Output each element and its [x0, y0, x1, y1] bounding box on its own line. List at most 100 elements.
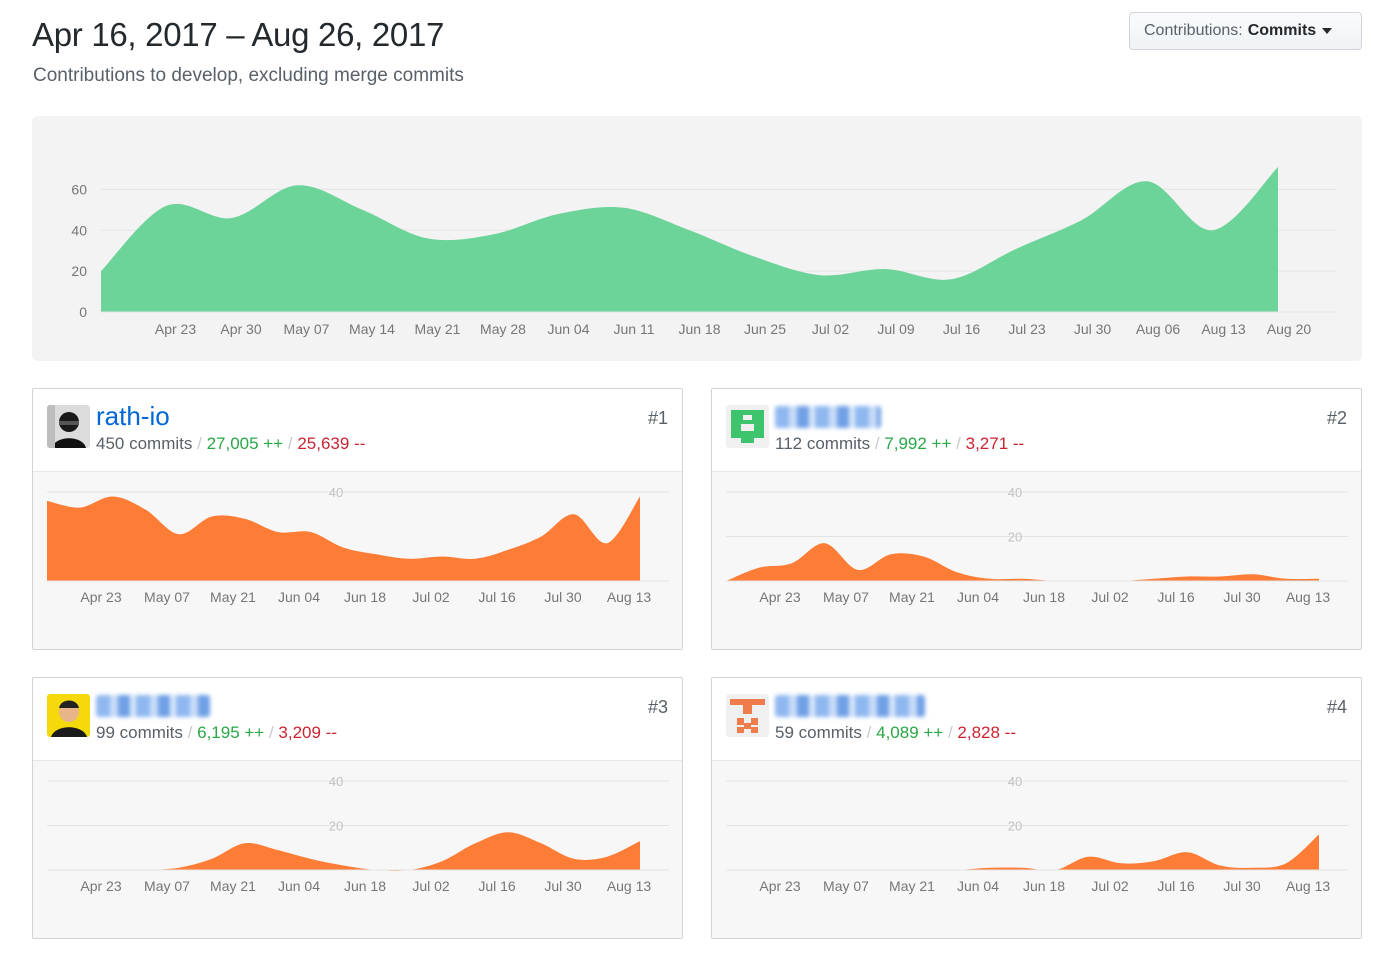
commit-count[interactable]: 99 commits: [96, 723, 183, 742]
contributor-card-2: 112 commits / 7,992 ++ / 3,271 -- #2 40 2…: [711, 388, 1362, 650]
x-tick-label: May 07: [823, 878, 869, 894]
contributor-card-3: 99 commits / 6,195 ++ / 3,209 -- #3 40 20…: [32, 677, 683, 939]
contributor-card-header: 59 commits / 4,089 ++ / 2,828 -- #4: [712, 678, 1361, 761]
x-tick-label: Jul 16: [1157, 878, 1195, 894]
additions-count: 7,992 ++: [884, 434, 952, 453]
blurred-username[interactable]: [96, 695, 210, 717]
y-tick-label: 40: [1008, 774, 1022, 789]
x-tick-label: Jun 18: [1023, 878, 1065, 894]
x-tick-label: Aug 13: [1201, 321, 1246, 337]
commits-area-series[interactable]: [101, 167, 1278, 312]
x-tick-label: Jun 04: [957, 589, 999, 605]
x-tick-label: May 21: [889, 589, 935, 605]
commit-count[interactable]: 59 commits: [775, 723, 862, 742]
commits-area-series[interactable]: [726, 834, 1319, 871]
contributor-commits-chart: 40 20 Apr 23 May 07 May 21 Jun 04 Jun 18 Jul 02…: [47, 774, 669, 894]
contributor-rank: #4: [1326, 697, 1347, 717]
y-tick-label: 40: [329, 774, 343, 789]
caret-down-icon: [1322, 28, 1333, 34]
x-tick-label: Jul 23: [1008, 321, 1046, 337]
contributor-chart-area: 40 Apr 23 May 07 May 21 Jun 04 Jun 18 Jul 02 Ju…: [33, 472, 682, 649]
contributions-type-dropdown[interactable]: Contributions: Commits: [1129, 12, 1362, 50]
x-tick-label: May 21: [210, 878, 256, 894]
x-tick-label: Jul 16: [478, 878, 516, 894]
contributor-chart-area: 40 20 Apr 23 May 07 May 21 Jun 04 Jun 18 Jul 02…: [712, 472, 1361, 649]
y-tick-label: 40: [71, 222, 87, 238]
y-tick-label: 0: [79, 304, 87, 320]
additions-count: 4,089 ++: [876, 723, 944, 742]
x-tick-label: Aug 13: [1286, 589, 1331, 605]
x-tick-label: Jun 04: [957, 878, 999, 894]
x-tick-label: Jul 16: [478, 589, 516, 605]
x-tick-label: Jul 30: [544, 878, 582, 894]
x-tick-label: May 07: [284, 321, 330, 337]
contributor-card-header: 99 commits / 6,195 ++ / 3,209 -- #3: [33, 678, 682, 761]
green-identicon-avatar-icon[interactable]: [726, 405, 769, 448]
page-subtitle: Contributions to develop, excluding merg…: [33, 65, 464, 86]
y-tick-label: 40: [329, 485, 343, 500]
x-tick-label: Jul 02: [1091, 878, 1129, 894]
x-tick-label: May 07: [144, 589, 190, 605]
contributor-card-header: 112 commits / 7,992 ++ / 3,271 -- #2: [712, 389, 1361, 472]
contributor-commits-chart: 40 20 Apr 23 May 07 May 21 Jun 04 Jun 18 Jul 02…: [726, 774, 1348, 894]
x-tick-label: Jul 30: [1223, 878, 1261, 894]
y-tick-label: 20: [1008, 530, 1022, 545]
x-tick-label: Jun 04: [278, 878, 320, 894]
overview-chart-panel: 0 20 40 60 Apr 23 Apr 30 May 07 May 14 May 21 May…: [32, 116, 1362, 361]
x-tick-label: May 28: [480, 321, 526, 337]
commits-area-series[interactable]: [726, 543, 1319, 582]
yellow-photo-avatar-icon[interactable]: [47, 694, 90, 737]
contributor-stats: 450 commits / 27,005 ++ / 25,639 --: [96, 434, 366, 453]
x-tick-label: May 07: [144, 878, 190, 894]
blurred-username[interactable]: [775, 695, 925, 717]
x-tick-label: May 07: [823, 589, 869, 605]
x-tick-label: Jul 16: [1157, 589, 1195, 605]
contributor-chart-area: 40 20 Apr 23 May 07 May 21 Jun 04 Jun 18 Jul 02…: [712, 761, 1361, 938]
x-tick-label: Jun 04: [278, 589, 320, 605]
x-tick-label: May 21: [210, 589, 256, 605]
commits-area-series[interactable]: [47, 496, 640, 581]
x-tick-label: Apr 23: [80, 589, 121, 605]
x-tick-label: Jul 02: [1091, 589, 1129, 605]
orange-identicon-avatar-icon[interactable]: [726, 694, 769, 737]
x-tick-label: Jun 25: [744, 321, 786, 337]
deletions-count: 25,639 --: [297, 434, 366, 453]
x-tick-label: Apr 30: [220, 321, 261, 337]
y-tick-label: 60: [71, 181, 87, 197]
y-tick-label: 20: [71, 263, 87, 279]
x-tick-label: Jul 02: [412, 589, 450, 605]
commit-count[interactable]: 112 commits: [775, 434, 871, 453]
blurred-username[interactable]: [775, 406, 881, 428]
x-tick-label: Aug 06: [1136, 321, 1181, 337]
x-tick-label: Apr 23: [759, 878, 800, 894]
dropdown-prefix: Contributions:: [1144, 22, 1243, 39]
additions-count: 6,195 ++: [197, 723, 265, 742]
contributor-rank: #1: [647, 408, 668, 428]
x-tick-label: Jul 09: [877, 321, 915, 337]
x-tick-label: Aug 13: [1286, 878, 1331, 894]
x-tick-label: May 21: [889, 878, 935, 894]
x-tick-label: May 14: [349, 321, 395, 337]
contributor-username-link[interactable]: rath-io: [96, 401, 170, 431]
y-tick-label: 20: [1008, 819, 1022, 834]
contributor-card-1: rath-io 450 commits / 27,005 ++ / 25,639…: [32, 388, 683, 650]
contributor-stats: 99 commits / 6,195 ++ / 3,209 --: [96, 723, 338, 742]
dropdown-value: Commits: [1247, 22, 1317, 39]
commits-area-series[interactable]: [47, 832, 640, 871]
x-tick-label: Apr 23: [155, 321, 196, 337]
contributor-commits-chart: 40 Apr 23 May 07 May 21 Jun 04 Jun 18 Jul 02 Ju…: [47, 485, 669, 605]
overview-commits-chart: 0 20 40 60 Apr 23 Apr 30 May 07 May 14 May 21 May…: [71, 167, 1337, 337]
x-tick-label: Jun 18: [344, 878, 386, 894]
dark-photo-avatar-icon[interactable]: [47, 405, 90, 448]
x-tick-label: Jul 30: [1074, 321, 1112, 337]
contributor-rank: #2: [1326, 408, 1347, 428]
additions-count: 27,005 ++: [206, 434, 284, 453]
y-tick-label: 40: [1008, 485, 1022, 500]
deletions-count: 3,209 --: [278, 723, 338, 742]
x-tick-label: Apr 23: [80, 878, 121, 894]
contributor-rank: #3: [647, 697, 668, 717]
commit-count[interactable]: 450 commits: [96, 434, 193, 453]
x-tick-label: Jul 30: [544, 589, 582, 605]
x-tick-label: Jun 18: [678, 321, 720, 337]
x-tick-label: Jul 30: [1223, 589, 1261, 605]
